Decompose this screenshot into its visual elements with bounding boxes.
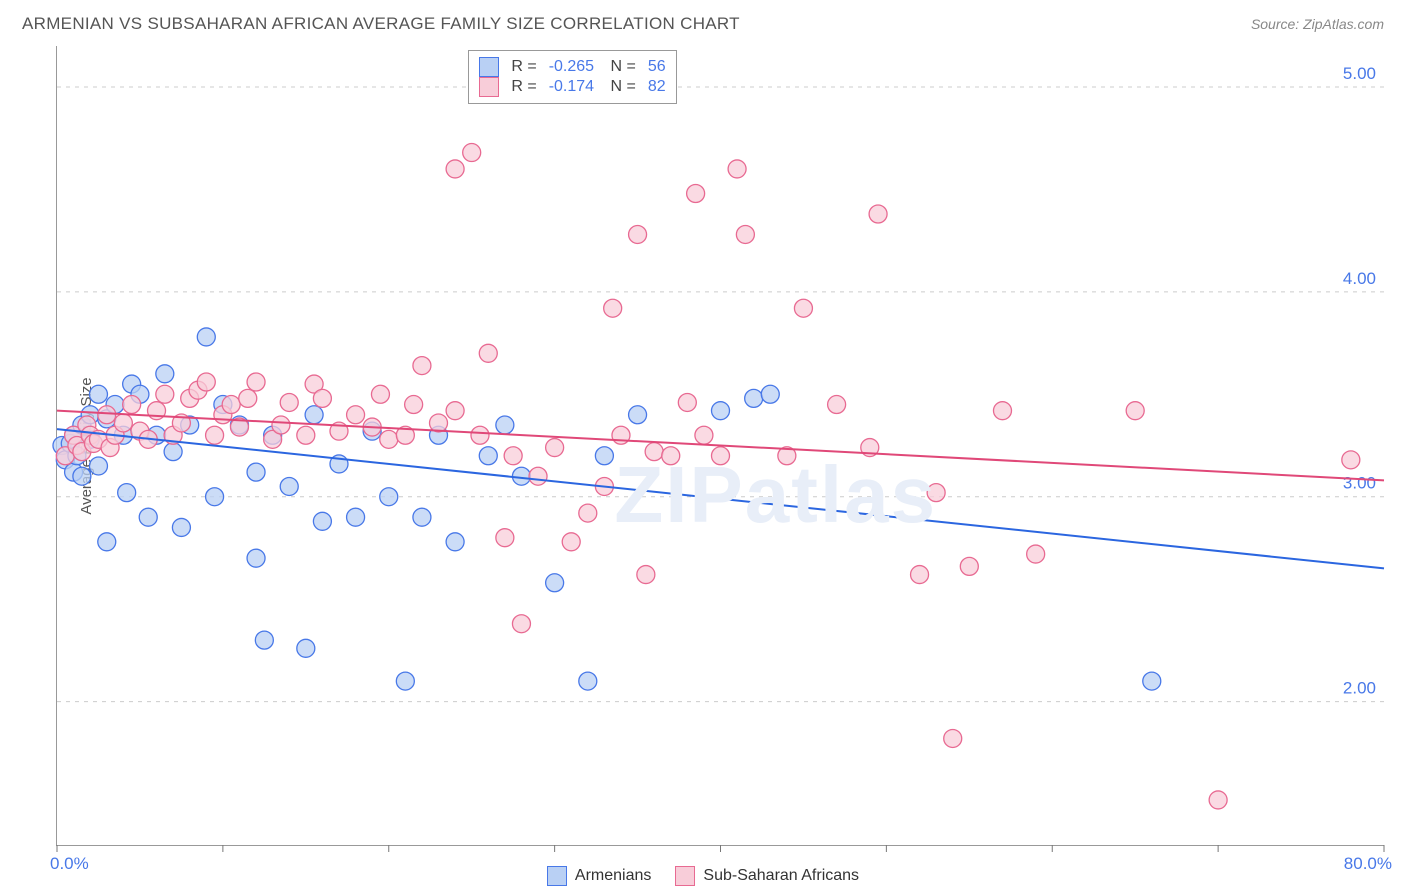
- legend-item: Armenians: [547, 866, 651, 886]
- stat-row: R = -0.174 N = 82: [479, 77, 665, 97]
- chart-title: ARMENIAN VS SUBSAHARAN AFRICAN AVERAGE F…: [22, 14, 740, 34]
- legend: Armenians Sub-Saharan Africans: [0, 866, 1406, 886]
- chart-area: Average Family Size 2.003.004.005.00 ZIP…: [22, 46, 1384, 846]
- legend-swatch: [675, 866, 695, 886]
- y-tick-label: 2.00: [1343, 679, 1376, 698]
- stat-n-label: N =: [606, 58, 636, 76]
- stat-r-value: -0.265: [549, 58, 594, 76]
- stat-n-label: N =: [606, 78, 636, 96]
- y-tick-label: 5.00: [1343, 64, 1376, 83]
- stat-n-value: 56: [648, 58, 666, 76]
- legend-label: Sub-Saharan Africans: [703, 867, 859, 885]
- source-label: Source: ZipAtlas.com: [1251, 16, 1384, 32]
- y-tick-label: 4.00: [1343, 269, 1376, 288]
- legend-swatch: [547, 866, 567, 886]
- stat-r-label: R =: [511, 58, 536, 76]
- legend-swatch: [479, 57, 499, 77]
- legend-swatch: [479, 77, 499, 97]
- stat-n-value: 82: [648, 78, 666, 96]
- watermark: ZIPatlas: [614, 449, 937, 541]
- y-tick-label: 3.00: [1343, 474, 1376, 493]
- stat-row: R = -0.265 N = 56: [479, 57, 665, 77]
- legend-label: Armenians: [575, 867, 651, 885]
- plot-area: 2.00 3.00 4.00 5.00 ZIPatlas R = -0.265 N = 5…: [56, 46, 1384, 846]
- stat-r-value: -0.174: [549, 78, 594, 96]
- legend-item: Sub-Saharan Africans: [675, 866, 859, 886]
- correlation-stats-box: R = -0.265 N = 56 R = -0.174 N = 82: [468, 50, 676, 104]
- stat-r-label: R =: [511, 78, 536, 96]
